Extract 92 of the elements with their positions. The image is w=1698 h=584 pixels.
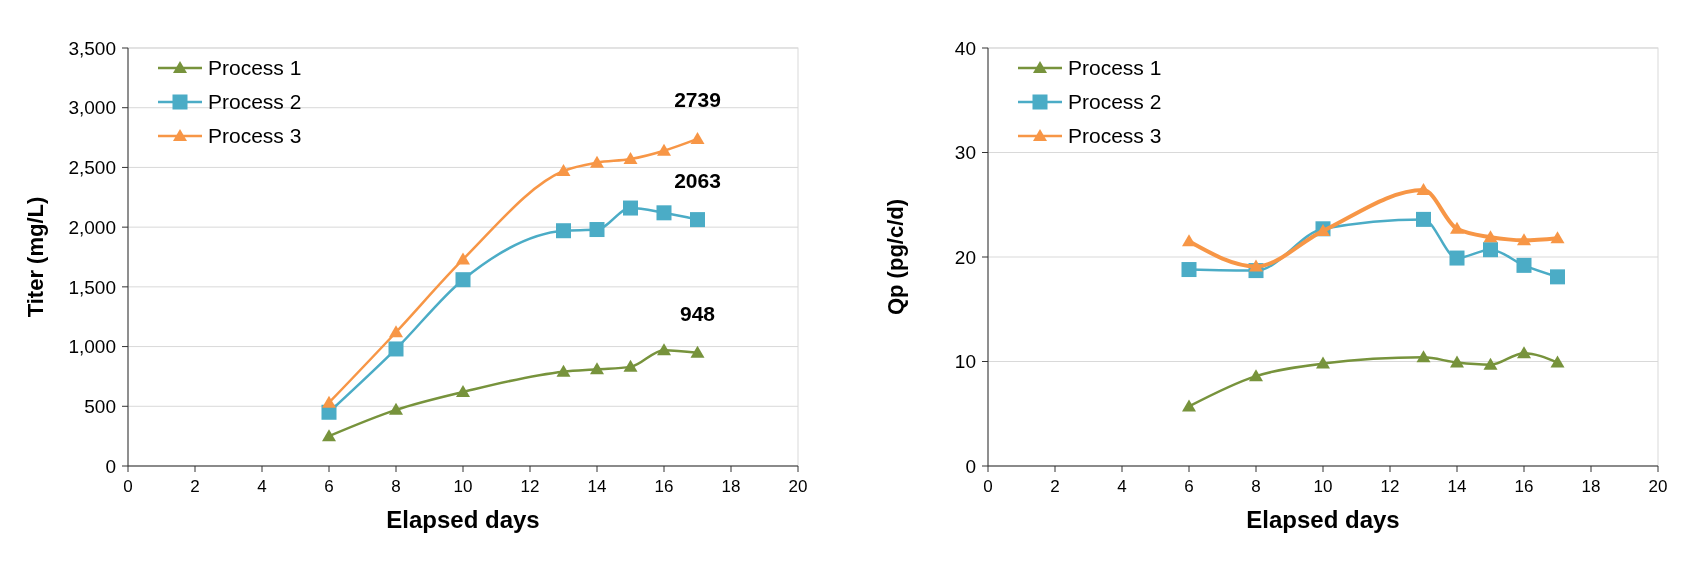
y-tick-label: 2,000: [68, 216, 116, 238]
point: [1182, 234, 1196, 247]
y-tick-label: 20: [954, 246, 976, 268]
legend-label: Process 1: [1068, 56, 1162, 80]
x-axis-title: Elapsed days: [386, 506, 540, 533]
x-tick-label: 12: [1380, 477, 1400, 496]
point: [1181, 262, 1197, 278]
point: [690, 131, 705, 144]
point: [656, 205, 672, 221]
x-tick-label: 20: [1648, 477, 1668, 496]
x-tick-label: 14: [1447, 477, 1467, 496]
y-tick-label: 1,000: [68, 336, 116, 358]
point: [1483, 230, 1498, 243]
x-axis-title: Elapsed days: [1246, 506, 1400, 533]
y-tick-label: 1,500: [68, 276, 116, 298]
point: [1483, 242, 1498, 258]
point: [322, 395, 336, 408]
x-tick-label: 10: [453, 477, 473, 496]
x-tick-label: 0: [123, 477, 133, 496]
point: [1517, 346, 1531, 359]
y-tick-label: 0: [965, 455, 976, 477]
x-tick-label: 0: [983, 477, 993, 496]
point: [1449, 250, 1465, 266]
x-tick-label: 10: [1313, 477, 1333, 496]
legend-label: Process 3: [1068, 124, 1162, 148]
x-tick-label: 8: [391, 477, 401, 496]
y-tick-label: 500: [84, 395, 116, 417]
x-tick-label: 18: [721, 477, 741, 496]
y-axis-title: Qp (pg/c/d): [883, 198, 908, 316]
point: [322, 429, 336, 442]
point: [1416, 183, 1431, 196]
y-tick-label: 3,500: [68, 37, 116, 59]
point: [389, 325, 403, 338]
point: [1550, 231, 1565, 244]
x-tick-label: 4: [1117, 477, 1127, 496]
point: [657, 343, 671, 356]
x-tick-label: 2: [1050, 477, 1060, 496]
point: [1516, 257, 1532, 273]
x-tick-label: 20: [788, 477, 808, 496]
legend-label: Process 2: [1068, 90, 1162, 114]
data-label: 948: [679, 301, 716, 325]
data-label: 2739: [674, 87, 721, 111]
point: [623, 152, 638, 165]
x-tick-label: 14: [587, 477, 607, 496]
point: [556, 164, 571, 177]
x-tick-label: 12: [520, 477, 540, 496]
y-tick-label: 3,000: [68, 97, 116, 119]
y-tick-label: 2,500: [68, 157, 116, 179]
y-tick-label: 10: [954, 351, 976, 373]
point: [389, 402, 403, 415]
point: [1249, 369, 1263, 382]
point: [590, 362, 604, 375]
point: [455, 272, 471, 288]
point: [1550, 269, 1565, 285]
x-tick-label: 8: [1251, 477, 1261, 496]
point: [1416, 350, 1431, 363]
x-tick-label: 6: [1184, 477, 1194, 496]
x-tick-label: 4: [257, 477, 267, 496]
legend-label: Process 2: [208, 90, 302, 114]
point: [1416, 211, 1431, 227]
point: [1316, 356, 1330, 369]
x-tick-label: 16: [654, 477, 674, 496]
y-tick-label: 0: [105, 455, 116, 477]
x-tick-label: 2: [190, 477, 200, 496]
point: [388, 341, 404, 357]
point: [556, 364, 571, 377]
point: [1483, 357, 1498, 370]
legend-label: Process 3: [208, 124, 302, 148]
point: [623, 200, 638, 216]
point: [623, 359, 638, 372]
x-tick-label: 16: [1514, 477, 1534, 496]
point: [690, 345, 705, 358]
point: [589, 222, 605, 238]
point: [1182, 399, 1196, 412]
point: [1450, 355, 1464, 368]
point: [1517, 233, 1531, 246]
point: [590, 155, 604, 168]
legend-label: Process 1: [208, 56, 302, 80]
point: [690, 212, 705, 228]
point: [456, 252, 470, 265]
point: [556, 223, 571, 239]
point: [456, 384, 470, 397]
y-tick-label: 40: [954, 37, 976, 59]
data-label: 2063: [674, 168, 721, 192]
point: [657, 143, 671, 156]
point: [1450, 221, 1464, 234]
point: [1249, 259, 1263, 272]
x-tick-label: 18: [1581, 477, 1601, 496]
y-tick-label: 30: [954, 142, 976, 164]
point: [1550, 355, 1565, 368]
y-axis-title: Titer (mg/L): [23, 196, 48, 318]
x-tick-label: 6: [324, 477, 334, 496]
